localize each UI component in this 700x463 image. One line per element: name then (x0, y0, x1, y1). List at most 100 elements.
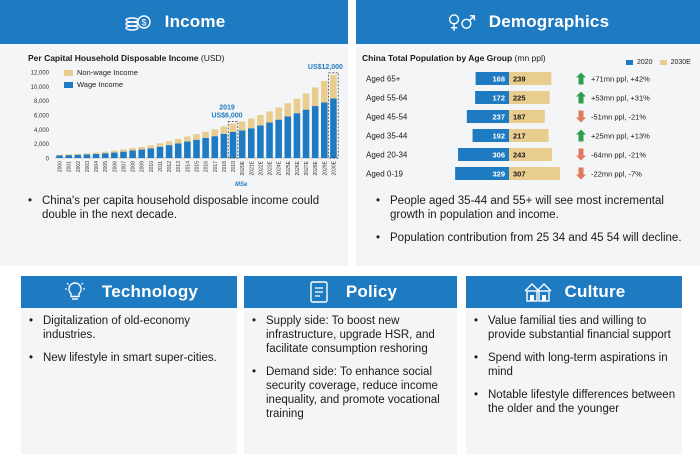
legend-label-nonwage: Non-wage Income (77, 68, 138, 77)
age-group-label: Aged 45-54 (366, 113, 408, 122)
pop-bar-2030e (509, 167, 561, 180)
pop-bar-2020 (475, 91, 509, 104)
pop-value-2020: 168 (492, 75, 505, 84)
change-label: -51mn ppl, -21% (591, 113, 646, 122)
wage-bar (138, 149, 146, 158)
x-tick-label: 2014 (185, 161, 191, 172)
age-group-label: Aged 20-34 (366, 151, 408, 160)
nonwage-bar (83, 153, 91, 155)
wage-bar (147, 148, 155, 158)
x-tick-label: 2005 (103, 161, 109, 172)
nonwage-bar (229, 123, 237, 132)
nonwage-bar (284, 103, 292, 117)
technology-bullet-1: Digitalization of old-economy industries… (29, 314, 233, 342)
x-tick-label: 2021E (249, 160, 255, 175)
change-label: -64mn ppl, -21% (591, 151, 646, 160)
wage-bar (65, 155, 72, 158)
x-tick-label: 2010 (149, 161, 155, 172)
pop-bar-2030e (509, 129, 549, 142)
pop-value-2030e: 225 (513, 94, 526, 103)
down-arrow-icon (576, 110, 586, 123)
demographics-title: Demographics (488, 12, 610, 31)
wage-bar (311, 106, 319, 158)
policy-bullet-1: Supply side: To boost new infrastructure… (252, 314, 452, 356)
x-tick-label: 2023E (268, 160, 274, 175)
x-tick-label: 2028E (313, 160, 319, 175)
x-tick-label: 2024E (277, 160, 283, 175)
nonwage-bar (293, 98, 301, 114)
nonwage-bar (321, 80, 328, 103)
svg-text:$: $ (141, 18, 146, 28)
nonwage-bar (74, 153, 82, 155)
nonwage-bar (129, 148, 136, 151)
down-arrow-icon (576, 167, 586, 180)
pop-bar-2020 (475, 72, 509, 85)
nonwage-bar (311, 87, 319, 107)
pop-value-2030e: 243 (513, 151, 526, 160)
demographics-panel: Demographics China Total Population by A… (356, 0, 700, 266)
income-bullets: China's per capita household disposable … (28, 194, 338, 231)
nonwage-bar (138, 146, 146, 150)
x-tick-label: 2007 (121, 161, 127, 172)
nonwage-bar (174, 138, 182, 144)
x-tick-label: 2026E (295, 160, 301, 175)
wage-bar (56, 155, 63, 158)
wage-bar (165, 145, 173, 158)
nonwage-bar (247, 118, 255, 129)
nonwage-bar (302, 93, 310, 110)
pop-bar-2020 (472, 129, 509, 142)
wage-bar (229, 131, 237, 158)
policy-bullet-2: Demand side: To enhance social security … (252, 365, 452, 421)
x-note: MSe (235, 182, 248, 188)
x-tick-label: 2015 (195, 161, 201, 172)
x-tick-label: 2006 (112, 161, 118, 172)
pop-value-2030e: 217 (513, 132, 526, 141)
document-icon (304, 280, 334, 304)
x-tick-label: 2030E (331, 160, 337, 175)
wage-bar (211, 136, 219, 158)
age-group-label: Aged 65+ (366, 75, 401, 84)
culture-bullet-2: Spend with long-term aspirations in mind (474, 351, 678, 379)
nonwage-bar (147, 145, 155, 149)
wage-bar (129, 150, 136, 158)
legend-nonwage: Non-wage Income (64, 68, 138, 77)
pop-bar-2020 (466, 110, 509, 123)
change-label: -22mn ppl, -7% (591, 170, 642, 179)
culture-panel: Culture Value familial ties and willing … (466, 276, 682, 454)
x-tick-label: 2019 (231, 161, 237, 172)
legend-label-wage: Wage Income (77, 80, 123, 89)
income-chart-title: Per Capital Household Disposable Income … (28, 53, 225, 63)
wage-bar (275, 119, 282, 158)
annotation-year: 2030E (315, 62, 336, 63)
income-header: $ Income (0, 0, 348, 44)
legend-swatch-nonwage (64, 69, 73, 76)
x-tick-label: 2000 (58, 161, 64, 172)
lightbulb-icon (60, 280, 90, 304)
policy-title: Policy (345, 282, 398, 301)
x-tick-label: 2020E (240, 160, 246, 175)
wage-bar (330, 98, 337, 158)
wage-bar (92, 153, 100, 158)
nonwage-bar (101, 151, 109, 154)
wage-bar (238, 130, 246, 158)
legend-swatch-2020 (626, 60, 633, 65)
policy-panel: Policy Supply side: To boost new infrast… (244, 276, 457, 454)
nonwage-bar (111, 150, 118, 153)
nonwage-bar (275, 107, 282, 120)
up-arrow-icon (576, 72, 586, 85)
nonwage-bar (65, 154, 72, 156)
nonwage-bar (193, 134, 200, 140)
culture-bullet-3: Notable lifestyle differences between th… (474, 388, 678, 416)
legend-swatch-2030e (659, 60, 667, 65)
x-tick-label: 2018 (222, 161, 228, 172)
pop-bar-2030e (509, 148, 552, 161)
culture-header: Culture (466, 276, 682, 308)
wage-bar (247, 128, 255, 158)
wage-bar (111, 152, 118, 158)
income-panel: $ Income Per Capital Household Disposabl… (0, 0, 348, 266)
population-chart: Aged 65+ 168 239 +71mn ppl, +42% Aged 55-64 1… (366, 72, 650, 180)
demographics-bullet-1: People aged 35-44 and 55+ will see most … (376, 194, 694, 222)
wage-bar (321, 102, 328, 158)
nonwage-bar (238, 121, 246, 131)
wage-bar (302, 109, 310, 158)
